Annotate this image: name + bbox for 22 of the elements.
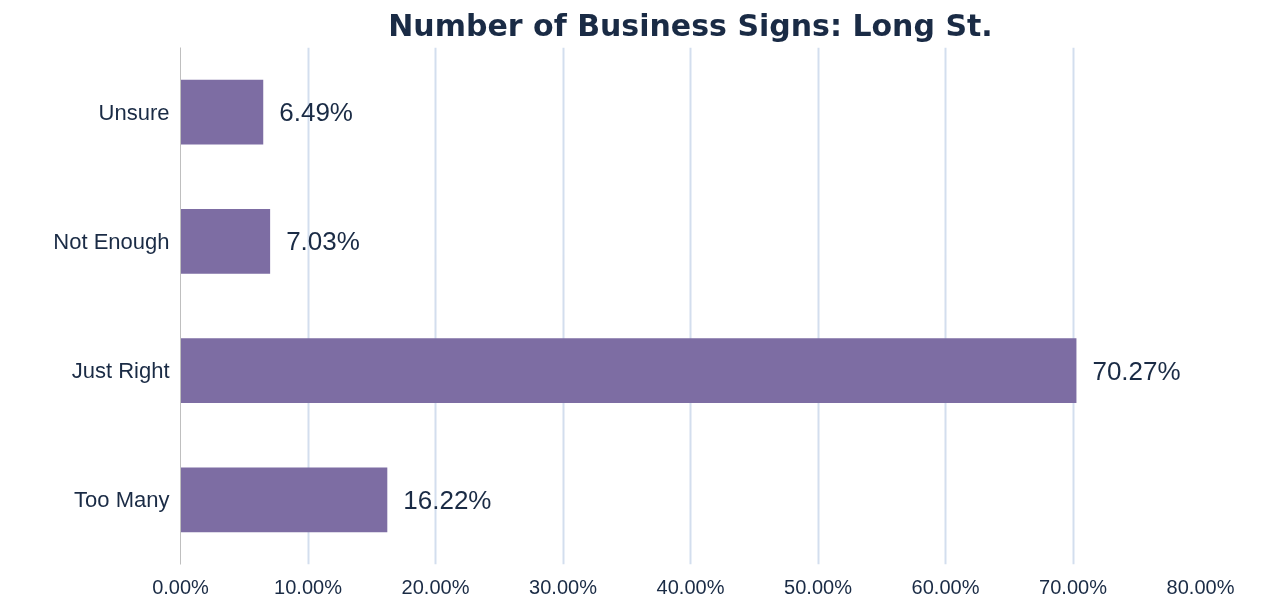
bar — [180, 209, 271, 274]
data-label: 6.49% — [279, 97, 353, 128]
x-tick-label: 60.00% — [911, 575, 980, 598]
y-tick-label: Just Right — [71, 358, 170, 384]
x-tick-label: 50.00% — [784, 575, 853, 598]
x-tick-label: 30.00% — [529, 575, 598, 598]
x-tick-label: 40.00% — [656, 575, 725, 598]
x-tick-label: 20.00% — [401, 575, 470, 598]
data-label: 16.22% — [403, 484, 492, 515]
x-tick-label: 10.00% — [274, 575, 343, 598]
x-tick-label: 80.00% — [1166, 575, 1235, 598]
chart-title: Number of Business Signs: Long St. — [388, 7, 993, 43]
x-tick-label: 0.00% — [152, 575, 210, 598]
data-label: 70.27% — [1092, 355, 1181, 386]
bar — [180, 338, 1077, 403]
bar — [180, 79, 264, 145]
y-tick-label: Not Enough — [53, 228, 170, 254]
y-tick-label: Unsure — [98, 99, 170, 125]
data-label: 7.03% — [286, 226, 360, 257]
x-tick-label: 70.00% — [1039, 575, 1108, 598]
y-tick-label: Too Many — [74, 487, 170, 513]
bar — [180, 467, 388, 533]
